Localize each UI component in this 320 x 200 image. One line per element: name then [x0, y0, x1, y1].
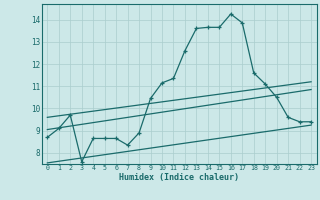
X-axis label: Humidex (Indice chaleur): Humidex (Indice chaleur)	[119, 173, 239, 182]
